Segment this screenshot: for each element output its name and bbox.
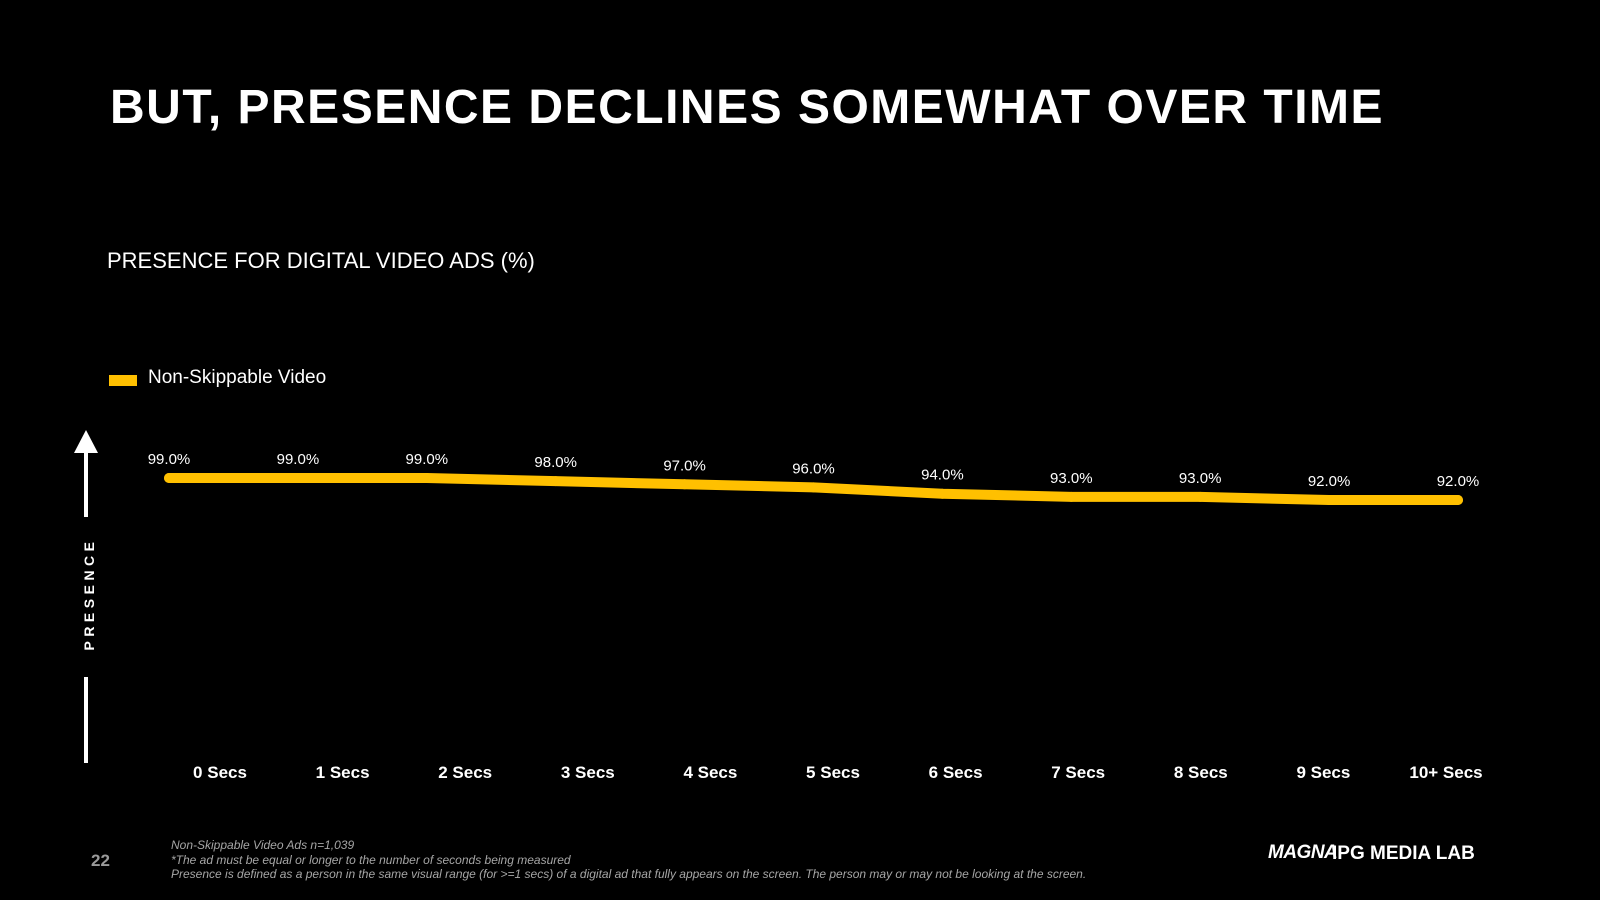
x-tick-label: 9 Secs — [1296, 763, 1350, 782]
footnote-ad-length: *The ad must be equal or longer to the n… — [171, 852, 571, 867]
page-number: 22 — [91, 851, 110, 870]
x-tick-label: 7 Secs — [1051, 763, 1105, 782]
x-tick-label: 4 Secs — [683, 763, 737, 782]
data-point — [421, 473, 432, 483]
data-label-layer: 99.0% 99.0% 99.0% 98.0% 97.0% 96.0% 94.0% 93.0%… — [148, 451, 1480, 490]
slide-title: BUT, PRESENCE DECLINES SOMEWHAT OVER TIM… — [110, 81, 1385, 134]
data-label: 99.0% — [277, 451, 320, 468]
data-label: 97.0% — [663, 457, 706, 474]
chart-legend: Non-Skippable Video — [109, 367, 326, 389]
series-layer — [164, 473, 1463, 505]
x-tick-label: 2 Secs — [438, 763, 492, 782]
data-label: 92.0% — [1308, 473, 1351, 490]
legend-label: Non-Skippable Video — [148, 367, 327, 388]
data-label: 99.0% — [406, 451, 449, 468]
chart-title: PRESENCE FOR DIGITAL VIDEO ADS (%) — [107, 248, 535, 273]
data-label: 92.0% — [1437, 473, 1480, 490]
data-point — [550, 476, 561, 487]
data-label: 94.0% — [921, 467, 964, 484]
data-label: 93.0% — [1179, 470, 1222, 487]
data-label: 96.0% — [792, 460, 835, 477]
legend-swatch — [109, 374, 137, 386]
x-tick-label: 6 Secs — [929, 763, 983, 782]
footnote-presence-definition: Presence is defined as a person in the s… — [171, 867, 1087, 881]
x-tick-label: 5 Secs — [806, 763, 860, 782]
data-label: 93.0% — [1050, 470, 1093, 487]
data-point — [937, 488, 948, 499]
data-point — [164, 473, 174, 483]
footnotes: Non-Skippable Video Ads n=1,039 *The ad … — [171, 838, 1086, 882]
data-point — [292, 473, 303, 483]
ipg-media-lab-logo: IPG MEDIA LAB — [1332, 843, 1475, 864]
data-point — [679, 479, 690, 490]
x-tick-label: 8 Secs — [1174, 763, 1228, 782]
x-tick-label: 1 Secs — [316, 763, 370, 782]
y-axis-arrow-head — [74, 430, 98, 453]
y-axis-arrow — [74, 430, 98, 763]
x-tick-label: 10+ Secs — [1409, 763, 1482, 782]
data-point — [1195, 491, 1206, 502]
footnote-sample-size: Non-Skippable Video Ads n=1,039 — [171, 838, 355, 852]
data-point — [808, 482, 819, 493]
data-point — [1453, 495, 1463, 505]
x-tick-layer: 0 Secs 1 Secs 2 Secs 3 Secs 4 Secs 5 Secs 6 Se… — [193, 763, 1483, 782]
data-point — [1324, 495, 1335, 505]
data-label: 99.0% — [148, 451, 191, 468]
magna-logo: MAGNA — [1268, 842, 1338, 863]
x-tick-label: 3 Secs — [561, 763, 615, 782]
x-tick-label: 0 Secs — [193, 763, 247, 782]
data-label: 98.0% — [534, 454, 577, 471]
data-point — [1066, 491, 1077, 502]
